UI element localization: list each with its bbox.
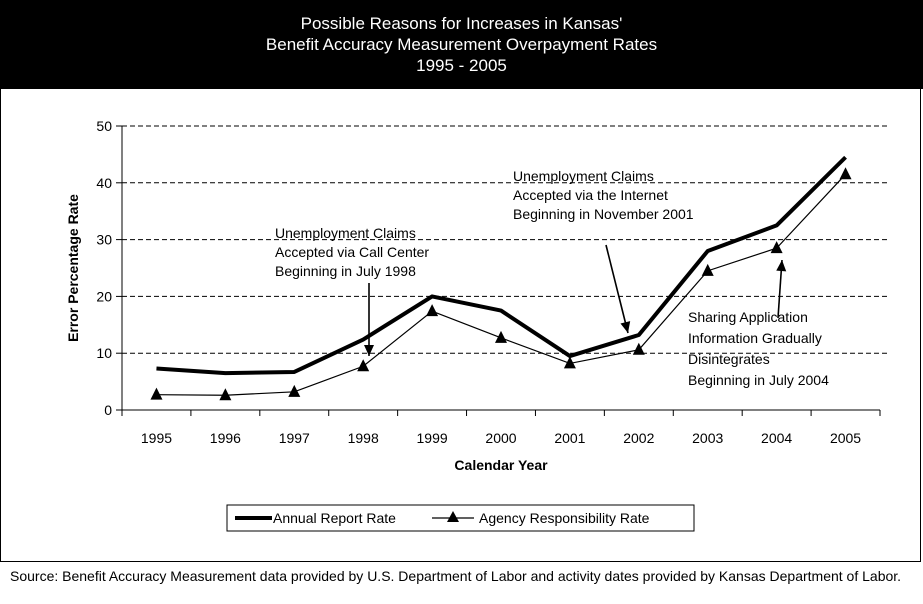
y-tick-label: 30 — [96, 232, 112, 248]
y-tick-label: 20 — [96, 288, 112, 304]
agency-responsibility-point — [495, 330, 507, 343]
annotation-arrows — [364, 244, 787, 356]
axes: 0 10 20 30 40 50 1995 1996 1997 1998 1999 2000 2001 2… — [65, 118, 881, 473]
annotation-callcenter-line-3: Beginning in July 1998 — [275, 263, 416, 279]
x-tick-label: 1999 — [417, 430, 448, 446]
y-tick-label: 10 — [96, 345, 112, 361]
title-line-2: Benefit Accuracy Measurement Overpayment… — [265, 35, 658, 54]
x-tick-label: 1998 — [348, 430, 379, 446]
y-tick-label: 50 — [96, 118, 112, 134]
annotation-sharing-line-1: Sharing Application — [688, 309, 808, 325]
series — [150, 155, 852, 401]
legend-agency-label: Agency Responsibility Rate — [479, 510, 650, 526]
x-tick-label: 1996 — [210, 430, 241, 446]
callcenter-arrow-head — [364, 345, 374, 356]
title-line-3: 1995 - 2005 — [416, 56, 507, 75]
agency-responsibility-point — [563, 356, 576, 369]
agency-responsibility-point — [150, 387, 163, 400]
x-axis-title: Calendar Year — [454, 457, 548, 473]
agency-responsibility-point — [357, 359, 370, 372]
sharing-arrow-head — [776, 260, 787, 272]
x-tick-label: 2002 — [623, 430, 654, 446]
x-tick-label: 1995 — [141, 430, 172, 446]
y-tick-label: 0 — [104, 402, 112, 418]
series-annual-report-rate-line — [156, 155, 847, 376]
agency-responsibility-point — [219, 388, 232, 401]
x-tick-label: 1997 — [279, 430, 310, 446]
annotation-sharing-line-4: Beginning in July 2004 — [688, 372, 829, 388]
source-note: Source: Benefit Accuracy Measurement dat… — [10, 568, 902, 584]
agency-responsibility-point — [839, 167, 852, 180]
annotation-internet-line-3: Beginning in November 2001 — [513, 206, 694, 222]
annotation-internet-line-1: Unemployment Claims — [513, 168, 654, 184]
x-tick-label: 2004 — [761, 430, 792, 446]
annotation-sharing-line-2: Information Gradually — [688, 330, 822, 346]
line-chart: 0 10 20 30 40 50 1995 1996 1997 1998 1999 2000 2001 2… — [65, 118, 888, 532]
agency-responsibility-point — [701, 263, 714, 276]
y-axis-title: Error Percentage Rate — [65, 194, 81, 342]
agency-responsibility-point — [426, 304, 439, 317]
internet-arrow-shaft — [605, 244, 629, 334]
annotation-internet-line-2: Accepted via the Internet — [513, 187, 668, 203]
y-tick-label: 40 — [96, 175, 112, 191]
agency-responsibility-point — [288, 384, 301, 397]
agency-responsibility-point — [632, 342, 645, 355]
annotation-callcenter-line-2: Accepted via Call Center — [275, 244, 429, 260]
chart-title: Possible Reasons for Increases in Kansas… — [0, 0, 923, 89]
annotation-callcenter-line-1: Unemployment Claims — [275, 225, 416, 241]
legend-annual-label: Annual Report Rate — [273, 510, 396, 526]
legend-agency-marker — [447, 511, 459, 522]
agency-responsibility-point — [770, 241, 783, 254]
legend: Annual Report Rate Agency Responsibility… — [226, 504, 695, 532]
x-tick-label: 2003 — [692, 430, 723, 446]
x-tick-label: 2005 — [830, 430, 861, 446]
annotation-sharing-line-3: Disintegrates — [688, 351, 770, 367]
x-tick-label: 2000 — [485, 430, 516, 446]
title-line-1: Possible Reasons for Increases in Kansas… — [300, 14, 623, 33]
x-tick-label: 2001 — [554, 430, 585, 446]
internet-arrow-head — [620, 321, 631, 333]
